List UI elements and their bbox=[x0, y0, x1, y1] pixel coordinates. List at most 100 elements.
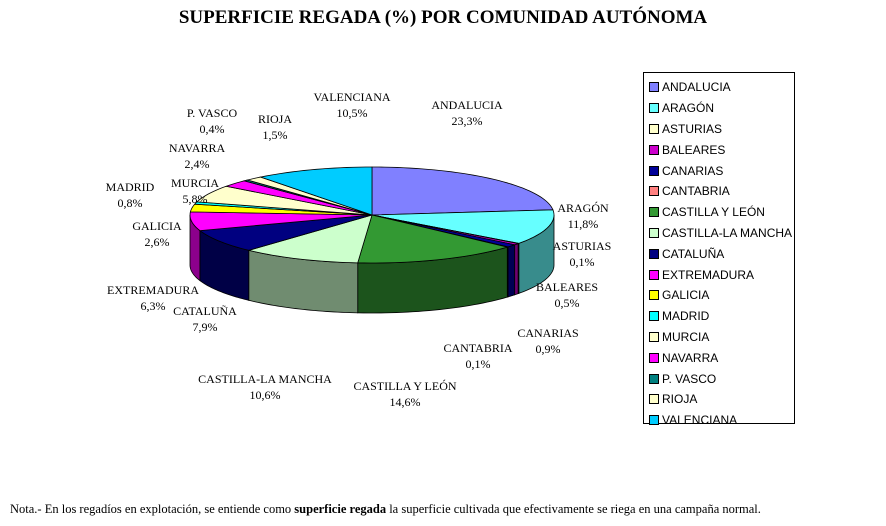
legend-label: CASTILLA Y LEÓN bbox=[662, 205, 765, 220]
legend-label: ASTURIAS bbox=[662, 121, 723, 136]
slice-label-13: NAVARRA bbox=[169, 141, 226, 155]
footnote: Nota.- En los regadíos en explotación, s… bbox=[10, 502, 761, 517]
slice-label-5: CANTABRIA bbox=[443, 341, 512, 355]
slice-label-11: MADRID bbox=[106, 180, 155, 194]
legend-item: CANTABRIA bbox=[644, 181, 794, 202]
slice-value-label-8: 7,9% bbox=[193, 320, 218, 334]
legend-label: CATALUÑA bbox=[662, 246, 725, 261]
slice-label-14: P. VASCO bbox=[187, 106, 238, 120]
legend-item: MURCIA bbox=[644, 327, 794, 348]
slice-value-label-16: 10,5% bbox=[337, 106, 368, 120]
slice-label-1: ARAGÓN bbox=[557, 201, 609, 215]
legend-swatch bbox=[649, 144, 659, 155]
slice-label-0: ANDALUCIA bbox=[431, 98, 503, 112]
legend-swatch bbox=[649, 373, 659, 384]
legend-item: CANARIAS bbox=[644, 160, 794, 181]
legend-swatch bbox=[649, 248, 659, 259]
legend-label: RIOJA bbox=[662, 392, 698, 407]
legend-item: CATALUÑA bbox=[644, 243, 794, 264]
note-prefix: Nota.- En los regadíos en explotación, s… bbox=[10, 502, 295, 516]
slice-label-15: RIOJA bbox=[258, 112, 292, 126]
slice-label-12: MURCIA bbox=[171, 176, 219, 190]
pie-slice-7 bbox=[247, 214, 373, 264]
legend-swatch bbox=[649, 415, 659, 426]
legend-swatch bbox=[649, 227, 659, 238]
legend-swatch bbox=[649, 352, 659, 363]
legend-item: VALENCIANA bbox=[644, 410, 794, 431]
slice-value-label-6: 14,6% bbox=[390, 395, 421, 409]
legend-swatch bbox=[649, 311, 659, 322]
legend-item: GALICIA bbox=[644, 285, 794, 306]
legend-label: CANARIAS bbox=[662, 163, 724, 178]
pie-slice-6 bbox=[357, 214, 509, 264]
slice-value-label-15: 1,5% bbox=[263, 128, 288, 142]
pie-chart: ANDALUCIA 23,3% ARAGÓN 11,8% ASTURIAS 0,1% BAL… bbox=[106, 90, 612, 409]
legend-label: CANTABRIA bbox=[662, 184, 730, 199]
pie-slice-8 bbox=[198, 214, 373, 251]
slice-label-9: EXTREMADURA bbox=[107, 283, 199, 297]
legend-label: VALENCIANA bbox=[662, 413, 738, 428]
slice-value-label-9: 6,3% bbox=[141, 299, 166, 313]
legend-swatch bbox=[649, 394, 659, 405]
legend-item: ARAGÓN bbox=[644, 98, 794, 119]
slice-label-16: VALENCIANA bbox=[313, 90, 390, 104]
legend-label: ANDALUCIA bbox=[662, 80, 731, 95]
legend-swatch bbox=[649, 186, 659, 197]
legend-item: BALEARES bbox=[644, 139, 794, 160]
slice-label-3: BALEARES bbox=[536, 280, 598, 294]
legend-item: P. VASCO bbox=[644, 368, 794, 389]
pie-slice-12 bbox=[195, 185, 373, 216]
legend-swatch bbox=[649, 269, 659, 280]
legend-item: MADRID bbox=[644, 306, 794, 327]
legend-swatch bbox=[649, 123, 659, 134]
slice-value-label-0: 23,3% bbox=[452, 114, 483, 128]
slice-label-7: CASTILLA-LA MANCHA bbox=[198, 372, 332, 386]
slice-value-label-2: 0,1% bbox=[570, 255, 595, 269]
legend-swatch bbox=[649, 290, 659, 301]
slice-value-label-3: 0,5% bbox=[555, 296, 580, 310]
pie-slice-9 bbox=[189, 211, 373, 232]
slice-value-label-5: 0,1% bbox=[466, 357, 491, 371]
pie-wall-3 bbox=[514, 243, 519, 296]
pie-slice-0 bbox=[371, 166, 554, 216]
legend-item: CASTILLA-LA MANCHA bbox=[644, 223, 794, 244]
slice-label-4: CANARIAS bbox=[517, 326, 578, 340]
pie-slice-1 bbox=[371, 209, 555, 244]
legend-item: ASTURIAS bbox=[644, 119, 794, 140]
slice-value-label-12: 5,8% bbox=[183, 192, 208, 206]
note-suffix: la superficie cultivada que efectivament… bbox=[386, 502, 761, 516]
slice-value-label-10: 2,6% bbox=[145, 235, 170, 249]
legend-label: GALICIA bbox=[662, 288, 710, 303]
slice-value-label-1: 11,8% bbox=[568, 217, 599, 231]
slice-label-10: GALICIA bbox=[132, 219, 182, 233]
legend-label: BALEARES bbox=[662, 142, 726, 157]
legend-label: CASTILLA-LA MANCHA bbox=[662, 225, 793, 240]
slice-value-label-13: 2,4% bbox=[185, 157, 210, 171]
legend-swatch bbox=[649, 207, 659, 218]
legend-item: RIOJA bbox=[644, 389, 794, 410]
legend-item: CASTILLA Y LEÓN bbox=[644, 202, 794, 223]
legend-swatch bbox=[649, 331, 659, 342]
legend-swatch bbox=[649, 165, 659, 176]
slice-label-6: CASTILLA Y LEÓN bbox=[353, 379, 456, 393]
slice-value-label-7: 10,6% bbox=[250, 388, 281, 402]
legend-swatch bbox=[649, 82, 659, 93]
pie-wall-4 bbox=[507, 244, 516, 298]
legend-label: NAVARRA bbox=[662, 350, 719, 365]
legend-label: MADRID bbox=[662, 309, 710, 324]
legend-label: P. VASCO bbox=[662, 371, 717, 386]
note-bold: superficie regada bbox=[294, 502, 387, 516]
legend-item: EXTREMADURA bbox=[644, 264, 794, 285]
legend: ANDALUCIA ARAGÓN ASTURIAS BALEARES CANARIAS C… bbox=[643, 72, 795, 427]
legend-label: ARAGÓN bbox=[662, 101, 715, 116]
slice-label-8: CATALUÑA bbox=[173, 304, 237, 318]
legend-item: ANDALUCIA bbox=[644, 77, 794, 98]
legend-swatch bbox=[649, 103, 659, 114]
slice-value-label-14: 0,4% bbox=[200, 122, 225, 136]
legend-item: NAVARRA bbox=[644, 347, 794, 368]
pie-slice-16 bbox=[259, 166, 373, 216]
legend-label: MURCIA bbox=[662, 329, 710, 344]
slice-value-label-11: 0,8% bbox=[118, 196, 143, 210]
chart-title: SUPERFICIE REGADA (%) POR COMUNIDAD AUTÓ… bbox=[178, 7, 708, 28]
